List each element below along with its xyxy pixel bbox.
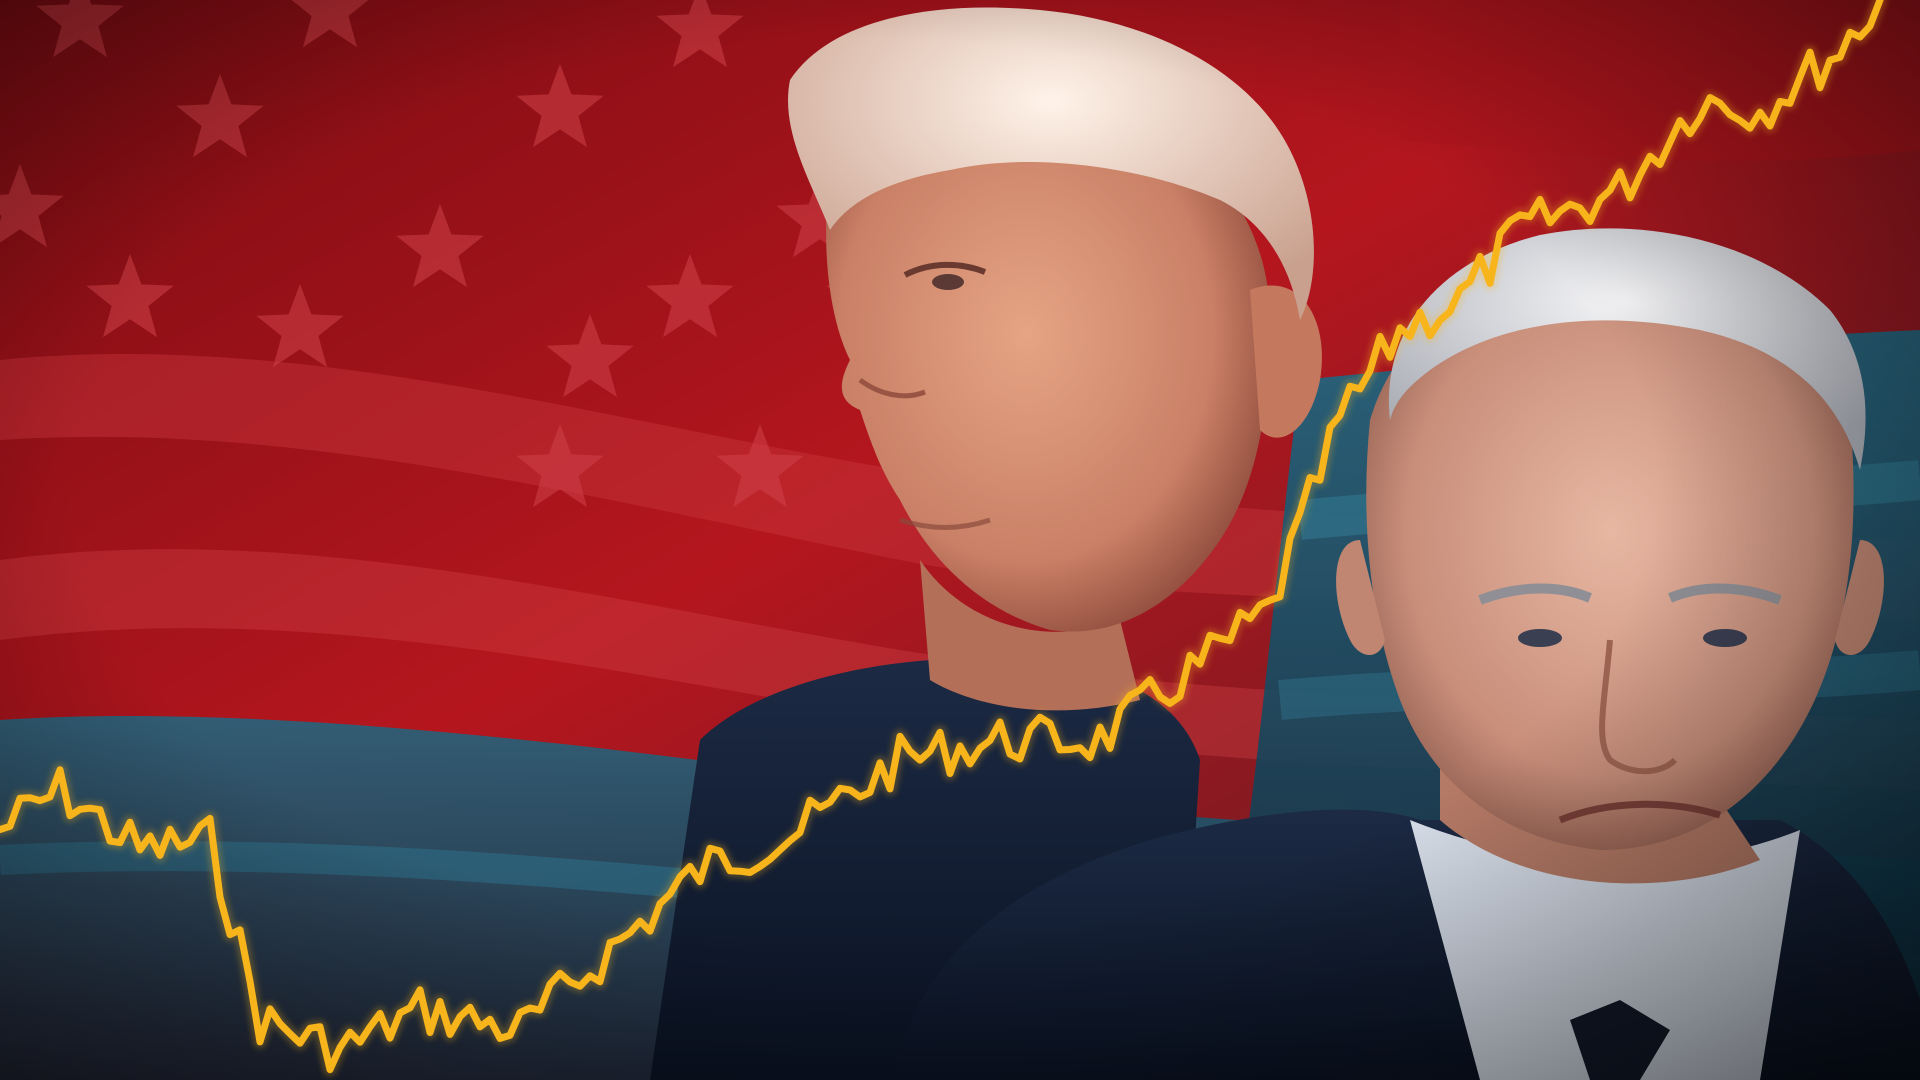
rising-line	[0, 0, 1884, 1074]
